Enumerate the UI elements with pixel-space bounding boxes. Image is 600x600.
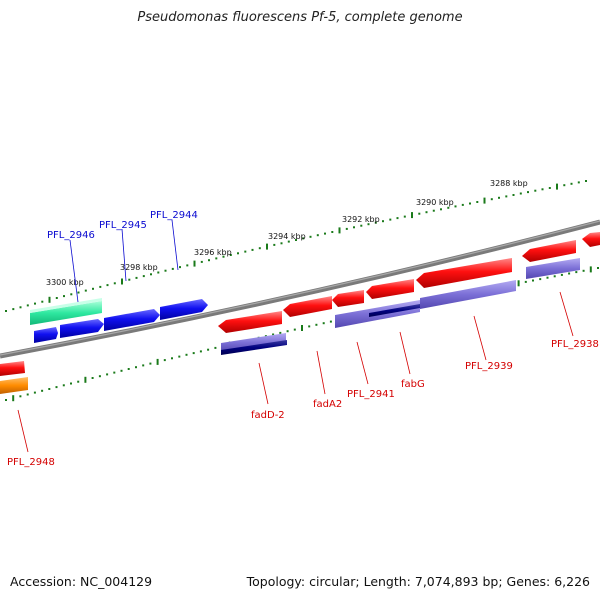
label-pfl2946[interactable]: PFL_2946 [47,230,95,241]
label-pfl2948[interactable]: PFL_2948 [7,457,55,468]
feature-dark-fabG[interactable] [369,304,420,317]
gene-arrow-right-edge[interactable] [582,232,600,247]
ruler-label-3298: 3298 kbp [120,263,158,272]
reverse-genes [0,232,600,376]
label-pfl2941[interactable]: PFL_2941 [347,389,395,400]
gene-arrow-pfl2938[interactable] [522,240,576,262]
ruler-label-3294: 3294 kbp [268,232,306,241]
label-pfl2939[interactable]: PFL_2939 [465,361,513,372]
gene-arrow-pfl2946[interactable] [60,319,104,338]
feature-teal[interactable] [30,301,102,325]
leader-lines-lower [17,291,574,453]
ruler-tick-labels: 3300 kbp 3298 kbp 3296 kbp 3294 kbp 3292… [46,179,528,287]
ruler-label-3290: 3290 kbp [416,198,454,207]
gene-labels-lower: PFL_2948 fadD-2 fadA2 PFL_2941 fabG PFL_… [7,339,599,468]
gene-arrow-fadA2[interactable] [283,296,332,317]
feature-cds-fadD-2[interactable] [221,333,286,352]
ruler-label-3296: 3296 kbp [194,248,232,257]
ruler-label-3300: 3300 kbp [46,278,84,287]
label-fadA2[interactable]: fadA2 [313,399,342,410]
feature-cds-pfl2938[interactable] [526,258,580,279]
feature-orange[interactable] [0,377,28,394]
ruler-label-3292: 3292 kbp [342,215,380,224]
accession-text: Accession: NC_004129 [10,574,153,589]
label-pfl2938[interactable]: PFL_2938 [551,339,599,350]
gene-arrow-pfl2941[interactable] [332,290,364,307]
label-fadD-2[interactable]: fadD-2 [251,410,285,421]
genome-backbone [0,219,600,359]
gene-arrow-fabG[interactable] [366,279,414,299]
feature-teal-top [30,298,102,313]
gene-arrow-pfl2944[interactable] [160,299,208,320]
gene-arrow-fadD-2[interactable] [218,311,282,333]
map-title: Pseudomonas fluorescens Pf-5, complete g… [137,10,463,25]
forward-genes [34,299,208,343]
outer-ruler [5,180,587,312]
label-pfl2944[interactable]: PFL_2944 [150,210,198,221]
feature-dark-fadD-2[interactable] [221,340,287,355]
topology-text: Topology: circular; Length: 7,074,893 bp… [246,574,590,589]
genome-backbone-highlight [0,220,600,356]
gene-labels-upper: PFL_2946 PFL_2945 PFL_2944 [47,210,198,241]
label-fabG[interactable]: fabG [401,379,425,390]
gene-arrow-forward[interactable] [34,327,58,343]
label-pfl2945[interactable]: PFL_2945 [99,220,147,231]
gene-arrow-pfl2939[interactable] [416,258,512,288]
ruler-label-3288: 3288 kbp [490,179,528,188]
leader-lines-upper [69,219,179,303]
feature-cds-pfl2939[interactable] [420,280,516,309]
gene-arrow-pfl2948[interactable] [0,361,25,376]
gene-arrow-pfl2945[interactable] [104,309,160,331]
